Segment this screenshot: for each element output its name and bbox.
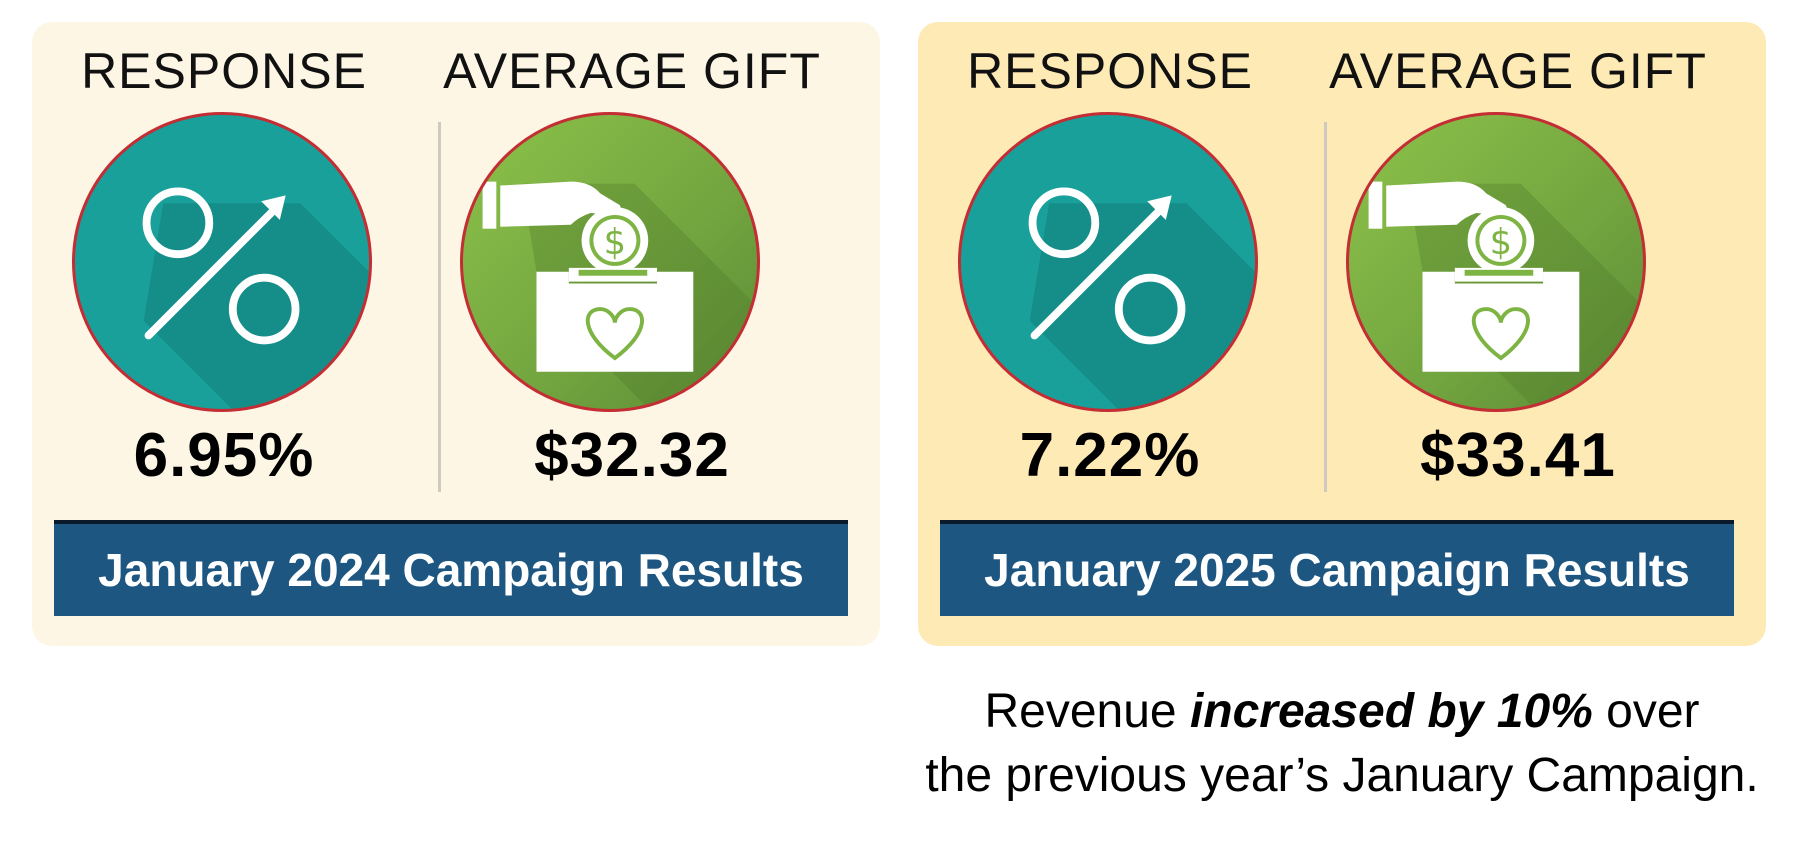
response-column: RESPONSE 7.22% <box>918 22 1338 502</box>
campaign-panel-2025: RESPONSE 7.22% AVERAGE GIFT $ <box>918 22 1766 646</box>
response-column: RESPONSE 6.95% <box>32 22 452 502</box>
revenue-caption: Revenue increased by 10% over the previo… <box>918 680 1766 808</box>
average-gift-column: AVERAGE GIFT $ $33.41 <box>1329 22 1766 502</box>
caption-prefix: Revenue <box>984 685 1190 738</box>
campaign-panel-2024: RESPONSE 6.95% AVERAGE GIFT $ <box>32 22 880 646</box>
average-gift-value: $33.41 <box>1420 421 1616 490</box>
campaign-results-banner: January 2025 Campaign Results <box>940 520 1734 616</box>
average-gift-column: AVERAGE GIFT $ $32.32 <box>443 22 880 502</box>
campaign-results-banner: January 2024 Campaign Results <box>54 520 848 616</box>
column-divider <box>438 122 441 492</box>
caption-line-1: Revenue increased by 10% over <box>918 680 1766 744</box>
response-label: RESPONSE <box>81 43 367 99</box>
average-gift-label: AVERAGE GIFT <box>1329 43 1707 99</box>
response-label: RESPONSE <box>967 43 1253 99</box>
donation-box-icon: $ <box>1346 112 1646 412</box>
caption-line-2: the previous year’s January Campaign. <box>925 749 1759 802</box>
average-gift-label: AVERAGE GIFT <box>443 43 821 99</box>
percent-arrow-icon <box>958 112 1258 412</box>
response-value: 6.95% <box>133 421 315 490</box>
column-divider <box>1324 122 1327 492</box>
donation-box-icon: $ <box>460 112 760 412</box>
percent-arrow-icon <box>72 112 372 412</box>
svg-text:$: $ <box>604 222 626 263</box>
caption-emphasis: increased by 10% <box>1189 685 1593 738</box>
response-value: 7.22% <box>1019 421 1201 490</box>
svg-text:$: $ <box>1490 222 1512 263</box>
average-gift-value: $32.32 <box>534 421 730 490</box>
caption-suffix: over <box>1592 685 1700 738</box>
